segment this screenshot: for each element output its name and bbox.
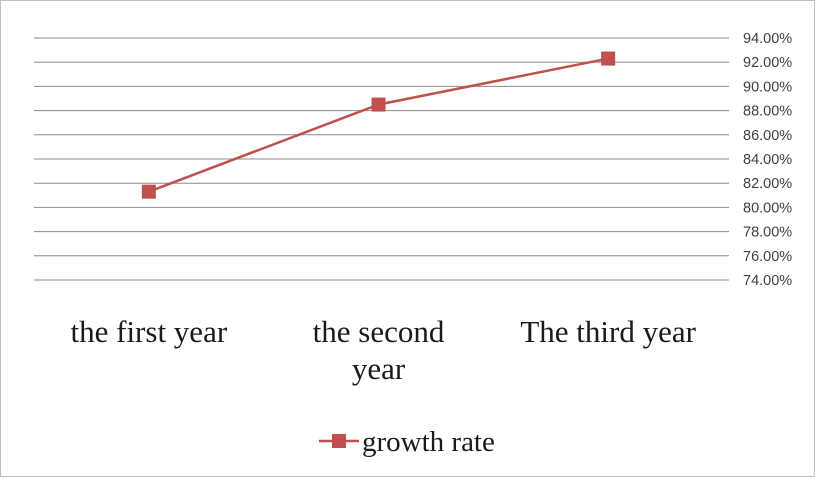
y-tick-label: 78.00% [743, 225, 792, 241]
x-tick-label: the first year [71, 314, 228, 349]
legend-marker-icon [332, 434, 346, 448]
x-tick-label: the second [313, 314, 445, 349]
legend: growth rate [319, 426, 495, 458]
y-tick-label: 82.00% [743, 176, 792, 192]
y-tick-label: 94.00% [743, 31, 792, 47]
data-point-marker [371, 97, 386, 112]
series-growth-rate [141, 51, 616, 199]
y-tick-label: 84.00% [743, 152, 792, 168]
x-tick-label: The third year [520, 314, 696, 349]
y-tick-label: 90.00% [743, 79, 792, 95]
y-tick-label: 88.00% [743, 104, 792, 120]
data-point-marker [601, 51, 616, 66]
y-tick-label: 80.00% [743, 200, 792, 216]
y-axis-tick-labels: 94.00% 92.00% 90.00% 88.00% 86.00% 84.00% 82.0… [743, 31, 792, 289]
y-tick-label: 92.00% [743, 55, 792, 71]
gridlines [34, 37, 729, 281]
legend-label: growth rate [362, 426, 495, 458]
y-tick-label: 86.00% [743, 128, 792, 144]
y-tick-label: 76.00% [743, 249, 792, 265]
series-line-growth-rate [148, 57, 609, 193]
data-point-marker [141, 184, 156, 199]
x-tick-label: year [352, 351, 406, 386]
y-tick-label: 74.00% [743, 273, 792, 289]
